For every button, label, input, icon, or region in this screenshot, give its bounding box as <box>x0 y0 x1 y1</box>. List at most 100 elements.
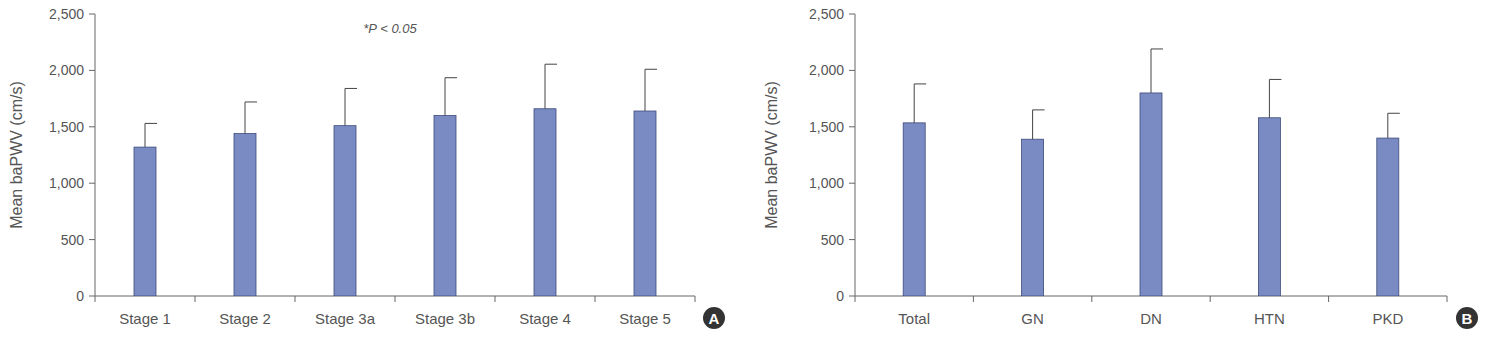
error-bar <box>1033 110 1045 139</box>
bar <box>634 111 656 296</box>
y-tick <box>849 183 855 184</box>
x-tick <box>195 296 196 302</box>
panel-label: A <box>709 310 720 327</box>
x-tick-label: Stage 2 <box>219 310 271 327</box>
error-stem <box>1151 49 1152 93</box>
bar <box>1140 93 1162 296</box>
y-tick-label: 500 <box>821 232 845 248</box>
y-axis <box>95 14 96 296</box>
bar <box>534 109 556 296</box>
error-stem <box>245 102 246 134</box>
bar <box>134 147 156 296</box>
annotation: *P < 0.05 <box>363 21 417 36</box>
y-tick-label: 1,000 <box>49 175 84 191</box>
y-tick-label: 500 <box>61 232 85 248</box>
error-cap <box>1033 109 1045 110</box>
x-tick <box>1210 296 1211 302</box>
y-tick <box>89 296 95 297</box>
error-bar <box>914 84 926 123</box>
error-bar <box>1151 49 1163 93</box>
y-tick-label: 1,500 <box>49 119 84 135</box>
error-stem <box>914 84 915 123</box>
error-stem <box>145 123 146 147</box>
y-tick <box>849 296 855 297</box>
y-tick-label: 1,000 <box>809 175 844 191</box>
error-cap <box>645 69 657 70</box>
error-cap <box>245 101 257 102</box>
y-tick <box>89 239 95 240</box>
x-tick <box>595 296 596 302</box>
x-tick <box>495 296 496 302</box>
x-tick-label: Stage 3a <box>315 310 376 327</box>
y-tick-label: 1,500 <box>809 119 844 135</box>
error-stem <box>1032 110 1033 139</box>
x-tick-label: HTN <box>1254 310 1285 327</box>
y-tick-label: 2,500 <box>49 6 84 22</box>
error-bar <box>1388 113 1400 138</box>
y-tick-label: 2,000 <box>49 62 84 78</box>
error-stem <box>645 69 646 111</box>
error-cap <box>1388 113 1400 114</box>
x-tick <box>1091 296 1092 302</box>
bar <box>334 126 356 296</box>
error-bar <box>645 69 657 111</box>
bar <box>1377 138 1399 296</box>
bar <box>1258 118 1280 296</box>
x-tick-label: GN <box>1021 310 1044 327</box>
bar <box>1022 139 1044 296</box>
error-bar <box>245 102 257 134</box>
error-bar <box>445 78 457 116</box>
bar <box>434 116 456 296</box>
x-tick <box>1447 296 1448 302</box>
marks <box>903 49 1400 296</box>
x-tick <box>395 296 396 302</box>
error-bar <box>1269 79 1281 117</box>
error-stem <box>345 88 346 125</box>
x-tick-label: Stage 3b <box>415 310 475 327</box>
error-cap <box>445 77 457 78</box>
y-tick <box>89 183 95 184</box>
error-cap <box>545 64 557 65</box>
y-tick <box>89 70 95 71</box>
y-axis-label: Mean baPWV (cm/s) <box>8 81 25 229</box>
error-cap <box>145 123 157 124</box>
x-tick-label: PKD <box>1372 310 1403 327</box>
y-axis-label: Mean baPWV (cm/s) <box>763 81 780 229</box>
bar <box>903 123 925 296</box>
y-tick-label: 2,500 <box>809 6 844 22</box>
x-tick-label: Stage 5 <box>619 310 671 327</box>
x-tick <box>95 296 96 302</box>
x-tick-label: DN <box>1140 310 1162 327</box>
error-bar <box>545 64 557 109</box>
figure: 0 500 1,000 1,500 2,000 2,500 Mean baPWV (cm/s… <box>0 0 1487 339</box>
panel-label: B <box>1462 310 1473 327</box>
x-tick-label: Total <box>898 310 930 327</box>
x-tick <box>855 296 856 302</box>
y-tick <box>849 126 855 127</box>
error-cap <box>1151 48 1163 49</box>
y-tick <box>89 126 95 127</box>
panel-0: 0 500 1,000 1,500 2,000 2,500 Mean baPWV (cm/s… <box>8 6 725 329</box>
error-bar <box>145 123 157 147</box>
bar <box>234 134 256 296</box>
error-cap <box>1269 79 1281 80</box>
panel-badge <box>1456 307 1478 329</box>
y-tick <box>849 239 855 240</box>
x-tick <box>295 296 296 302</box>
x-tick-label: Stage 4 <box>519 310 571 327</box>
y-tick <box>89 14 95 15</box>
error-bar <box>345 88 357 125</box>
panel-1: 05001,0001,5002,0002,500Mean baPWV (cm/s… <box>763 6 1478 329</box>
y-tick-label: 2,000 <box>809 62 844 78</box>
error-stem <box>1387 113 1388 138</box>
error-stem <box>545 64 546 109</box>
error-stem <box>445 78 446 116</box>
marks <box>134 64 657 296</box>
y-tick <box>849 14 855 15</box>
y-tick-label: 0 <box>76 288 84 304</box>
x-tick <box>695 296 696 302</box>
x-tick <box>973 296 974 302</box>
y-axis <box>855 14 856 296</box>
error-cap <box>345 88 357 89</box>
error-cap <box>914 83 926 84</box>
